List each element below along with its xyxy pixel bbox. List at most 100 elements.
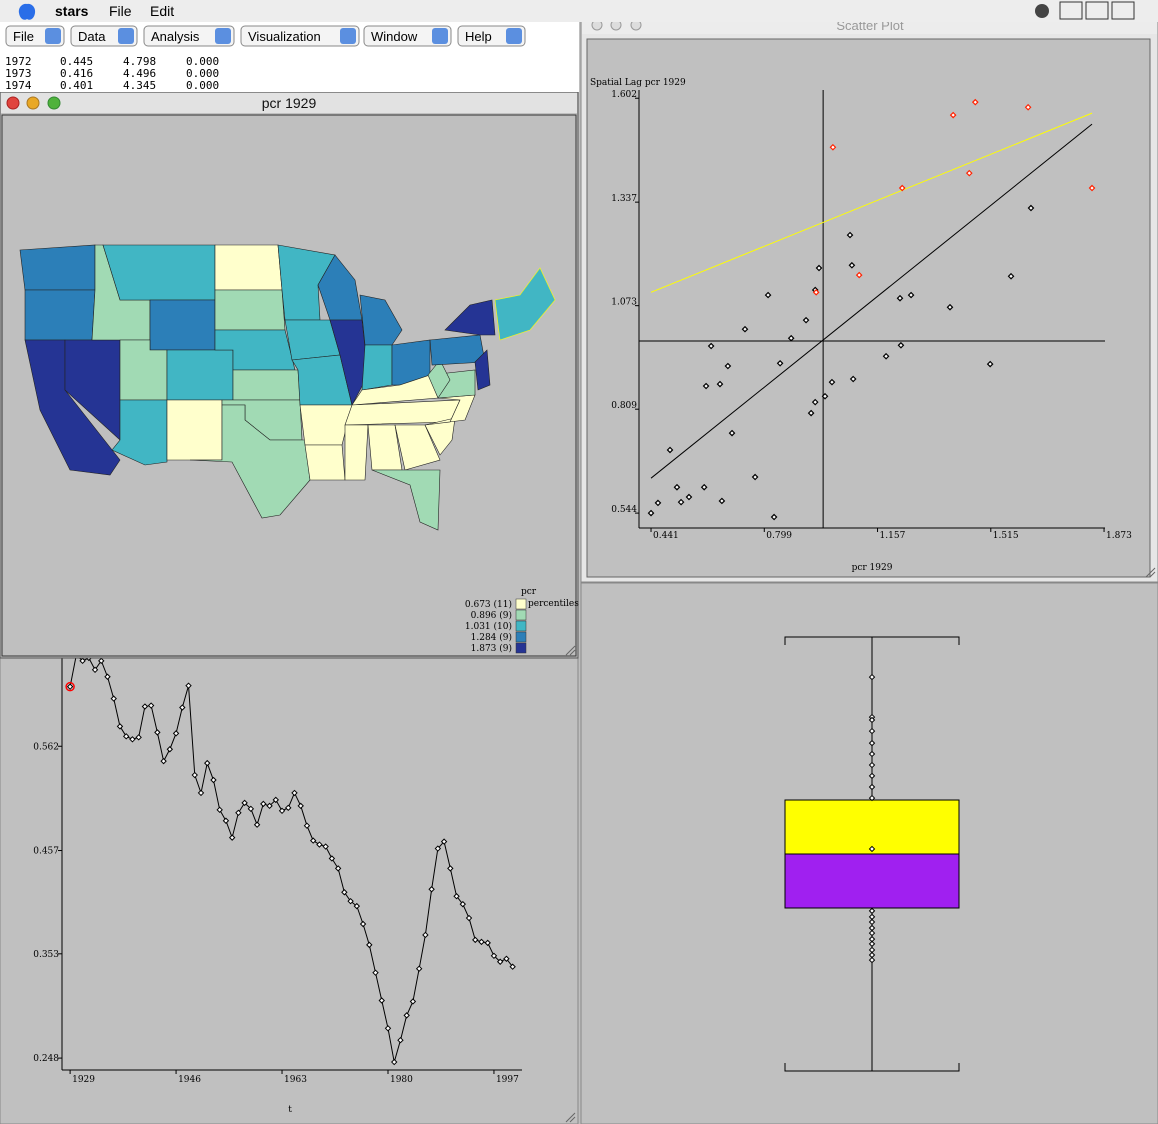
- toolbar-button-label[interactable]: Visualization: [248, 29, 321, 44]
- scatter-point: [764, 291, 772, 299]
- y-tick-label: 0.544: [611, 505, 637, 515]
- scatter-point: [971, 98, 979, 106]
- series-point: [359, 920, 367, 928]
- series-point: [204, 759, 211, 767]
- x-tick-label: 0.799: [766, 531, 792, 541]
- dropdown-arrow[interactable]: [432, 28, 448, 44]
- box-point: [868, 761, 876, 769]
- console-cell: 4.345: [123, 79, 156, 92]
- toolbar-button[interactable]: [143, 25, 235, 47]
- y-tick-label: 1.602: [611, 90, 637, 100]
- legend-swatch: [515, 631, 527, 643]
- scatter-window: Scatter Plot Spatial Lag pcr 1929 pcr 19…: [580, 15, 1158, 583]
- status-icon[interactable]: [1085, 1, 1109, 20]
- box-upper: [784, 799, 960, 855]
- y-axis-label: Spatial Lag pcr 1929: [590, 78, 686, 88]
- apple-menu[interactable]: [18, 3, 36, 20]
- scatter-point: [848, 261, 856, 269]
- close-button[interactable]: [6, 96, 20, 110]
- menu-item[interactable]: File: [109, 3, 132, 19]
- status-icon[interactable]: [1059, 1, 1083, 20]
- legend-label: 1.873 (9): [471, 643, 512, 654]
- scatter-point: [716, 380, 724, 388]
- scatter-point: [986, 360, 994, 368]
- dropdown-arrow[interactable]: [340, 28, 356, 44]
- series-point: [478, 938, 485, 946]
- minimize-button[interactable]: [26, 96, 40, 110]
- toolbar-button-label[interactable]: Data: [78, 29, 106, 44]
- status-icon[interactable]: [1111, 1, 1135, 20]
- zoom-button[interactable]: [47, 96, 61, 110]
- series-point: [129, 736, 136, 743]
- series-point: [397, 1037, 404, 1044]
- series-point: [179, 704, 186, 711]
- scatter-point: [849, 375, 857, 383]
- toolbar-button-label[interactable]: File: [13, 29, 34, 44]
- series-point: [422, 931, 429, 939]
- series-point: [141, 703, 149, 710]
- app-chrome: stars File Edit File Data Analysis Visualiz…: [0, 0, 1158, 92]
- series-point: [490, 952, 498, 960]
- state: [149, 299, 216, 351]
- series-point: [334, 865, 342, 872]
- window-title: pcr 1929: [262, 95, 317, 111]
- toolbar-button[interactable]: [363, 25, 452, 47]
- toolbar-button-label[interactable]: Help: [465, 29, 492, 44]
- console-cell: 0.000: [186, 55, 219, 68]
- series-point: [366, 941, 373, 949]
- state: [329, 319, 369, 406]
- dropdown-arrow[interactable]: [45, 28, 61, 44]
- series-point: [66, 683, 74, 690]
- status-icon[interactable]: [1035, 4, 1049, 18]
- series-point: [303, 822, 311, 829]
- dropdown-arrow[interactable]: [118, 28, 134, 44]
- dropdown-arrow[interactable]: [215, 28, 231, 44]
- scatter-point: [855, 271, 863, 279]
- toolbar-button-label[interactable]: Window: [371, 29, 418, 44]
- menu-item[interactable]: Edit: [150, 3, 174, 19]
- scatter-point: [751, 473, 759, 481]
- series-point: [104, 673, 111, 680]
- series-point: [278, 807, 286, 815]
- x-tick-label: 1997: [496, 1075, 519, 1085]
- console-cell: 0.401: [60, 79, 93, 92]
- toolbar-button-label[interactable]: Analysis: [151, 29, 200, 44]
- box-lower: [784, 853, 960, 909]
- box-point: [868, 929, 876, 937]
- window-frame: [0, 639, 579, 1124]
- series-point: [185, 682, 192, 689]
- series-point: [210, 776, 217, 784]
- scatter-point: [946, 303, 954, 311]
- x-tick-label: 1.157: [880, 531, 906, 541]
- resize-grip[interactable]: [565, 645, 576, 656]
- state: [394, 424, 441, 471]
- state: [371, 469, 441, 531]
- scatter-point: [787, 334, 795, 342]
- series-point: [122, 733, 130, 740]
- console-cell: 0.445: [60, 55, 93, 68]
- legend-swatch: [515, 609, 527, 621]
- series-point: [154, 729, 161, 736]
- series-point: [409, 998, 417, 1005]
- resize-grip[interactable]: [565, 1112, 576, 1123]
- app-menu[interactable]: stars: [55, 3, 89, 19]
- dropdown-arrow[interactable]: [506, 28, 522, 44]
- series-point: [434, 845, 442, 852]
- series-point: [316, 841, 323, 848]
- state: [214, 244, 283, 291]
- toolbar-button[interactable]: [240, 25, 360, 47]
- series-point: [391, 1058, 398, 1066]
- scatter-point: [896, 294, 904, 302]
- resize-grip[interactable]: [1145, 567, 1156, 578]
- state: [166, 399, 223, 461]
- highlight-point: [65, 681, 75, 692]
- console-cell: 1972: [5, 55, 32, 68]
- regression-line: [650, 123, 1093, 479]
- scatter-point: [647, 509, 655, 517]
- whisker-cap: [784, 636, 960, 646]
- y-tick-label: 1.073: [611, 298, 637, 308]
- regression-line: [650, 112, 1093, 293]
- x-axis-label: pcr 1929: [852, 563, 893, 573]
- x-axis-label: t: [288, 1105, 292, 1115]
- map-window: pcr 1929: [0, 91, 579, 659]
